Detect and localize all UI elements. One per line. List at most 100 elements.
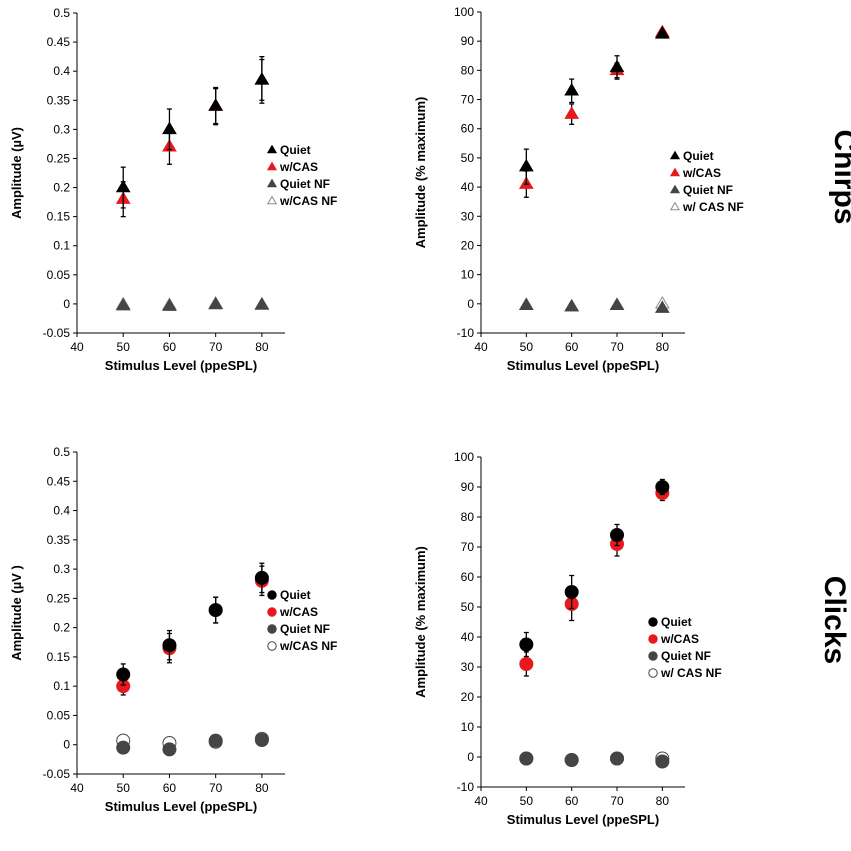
y-tick-label: 0.35: [47, 533, 71, 547]
data-point: [654, 300, 670, 313]
legend-label: w/CAS: [682, 166, 721, 180]
x-axis-label: Stimulus Level (ppeSPL): [105, 799, 257, 814]
x-tick-label: 50: [117, 781, 131, 795]
data-point: [654, 26, 670, 39]
legend-label: w/CAS: [279, 160, 318, 174]
y-tick-label: 0: [467, 750, 474, 764]
x-tick-label: 80: [255, 781, 269, 795]
x-tick-label: 80: [255, 340, 269, 354]
legend-label: Quiet: [683, 149, 714, 163]
y-tick-label: 50: [461, 600, 475, 614]
y-tick-label: 50: [461, 151, 475, 165]
y-tick-label: 0.05: [47, 708, 71, 722]
data-point: [162, 638, 177, 653]
data-point: [115, 179, 131, 193]
y-tick-label: 90: [461, 480, 475, 494]
panel-chirps-percent: -10 0 10 20 30 40 50 60 70 80 90 100 40 50 60 70 80 Stimu…: [413, 5, 744, 373]
legend-marker: [648, 668, 658, 678]
legend-label: w/CAS: [660, 632, 699, 646]
data-point: [208, 733, 223, 748]
row-label-chirps: Chirps: [828, 129, 851, 224]
y-tick-label: 0.5: [53, 6, 70, 20]
y-tick-label: 0.3: [53, 122, 70, 136]
data-point: [610, 528, 624, 542]
y-tick-label: 20: [461, 690, 475, 704]
y-tick-label: 10: [461, 268, 475, 282]
y-tick-label: 0.4: [53, 64, 70, 78]
legend-label: w/CAS: [279, 605, 318, 619]
x-tick-label: 60: [163, 781, 177, 795]
x-tick-label: 40: [474, 794, 488, 808]
y-tick-label: -10: [457, 326, 475, 340]
y-axis-label: Amplitude (µV): [9, 127, 24, 219]
y-tick-label: -10: [457, 780, 475, 794]
data-point: [254, 72, 270, 85]
x-tick-label: 70: [209, 340, 223, 354]
legend-marker: [648, 617, 658, 627]
legend-marker: [648, 634, 658, 644]
data-point: [518, 158, 534, 172]
legend-label: w/ CAS NF: [660, 666, 722, 680]
y-tick-label: 0: [63, 297, 70, 311]
x-tick-label: 40: [70, 340, 84, 354]
data-point: [518, 297, 534, 310]
x-tick-label: 50: [520, 340, 534, 354]
legend-label: Quiet NF: [280, 177, 330, 191]
y-tick-label: -0.05: [43, 767, 71, 781]
data-point: [162, 121, 177, 135]
legend-marker: [267, 641, 277, 651]
y-axis-label: Amplitude (µV ): [9, 565, 24, 661]
x-axis-label: Stimulus Level (ppeSPL): [105, 358, 257, 373]
y-tick-label: 0: [467, 297, 474, 311]
data-point: [609, 297, 625, 310]
data-point: [564, 82, 580, 96]
data-point: [519, 637, 534, 652]
legend-label: Quiet: [661, 615, 692, 629]
data-point: [208, 98, 224, 111]
legend-marker: [267, 607, 277, 617]
x-tick-label: 50: [520, 794, 534, 808]
y-tick-label: -0.05: [43, 326, 71, 340]
data-point: [610, 751, 624, 766]
y-tick-label: 0.4: [53, 504, 70, 518]
legend-marker: [266, 144, 278, 154]
data-point: [208, 603, 223, 618]
data-point: [519, 751, 534, 766]
legend-marker: [669, 150, 681, 160]
y-tick-label: 0.15: [47, 210, 71, 224]
x-tick-label: 40: [70, 781, 84, 795]
panel-chirps-microvolts: -0.05 0 0.05 0.1 0.15 0.2 0.25 0.3 0.35 0.4 0.45 0.…: [9, 6, 337, 373]
data-point: [254, 570, 269, 585]
y-tick-label: 40: [461, 630, 475, 644]
data-point: [208, 296, 224, 310]
data-point: [564, 585, 579, 599]
legend-label: Quiet NF: [280, 622, 330, 636]
legend-marker: [669, 201, 681, 211]
y-tick-label: 0.05: [47, 268, 71, 282]
legend-label: w/ CAS NF: [682, 200, 744, 214]
x-tick-label: 40: [474, 340, 488, 354]
y-tick-label: 100: [454, 450, 474, 464]
data-point: [116, 740, 131, 755]
y-tick-label: 0.2: [53, 621, 70, 635]
y-tick-label: 60: [461, 570, 475, 584]
y-tick-label: 30: [461, 209, 475, 223]
x-tick-label: 70: [610, 340, 624, 354]
data-point: [254, 733, 269, 748]
y-tick-label: 0.25: [47, 151, 71, 165]
data-point: [564, 753, 579, 767]
legend-marker: [669, 167, 681, 177]
x-tick-label: 50: [117, 340, 131, 354]
data-point: [564, 106, 580, 119]
legend-marker: [266, 195, 278, 205]
x-tick-label: 80: [656, 340, 670, 354]
legend-label: Quiet NF: [683, 183, 733, 197]
y-tick-label: 0.45: [47, 474, 71, 488]
y-tick-label: 10: [461, 720, 475, 734]
legend-label: Quiet NF: [661, 649, 711, 663]
y-tick-label: 0.3: [53, 562, 70, 576]
data-point: [655, 480, 670, 494]
y-tick-label: 70: [461, 540, 475, 554]
y-tick-label: 0.1: [53, 679, 70, 693]
